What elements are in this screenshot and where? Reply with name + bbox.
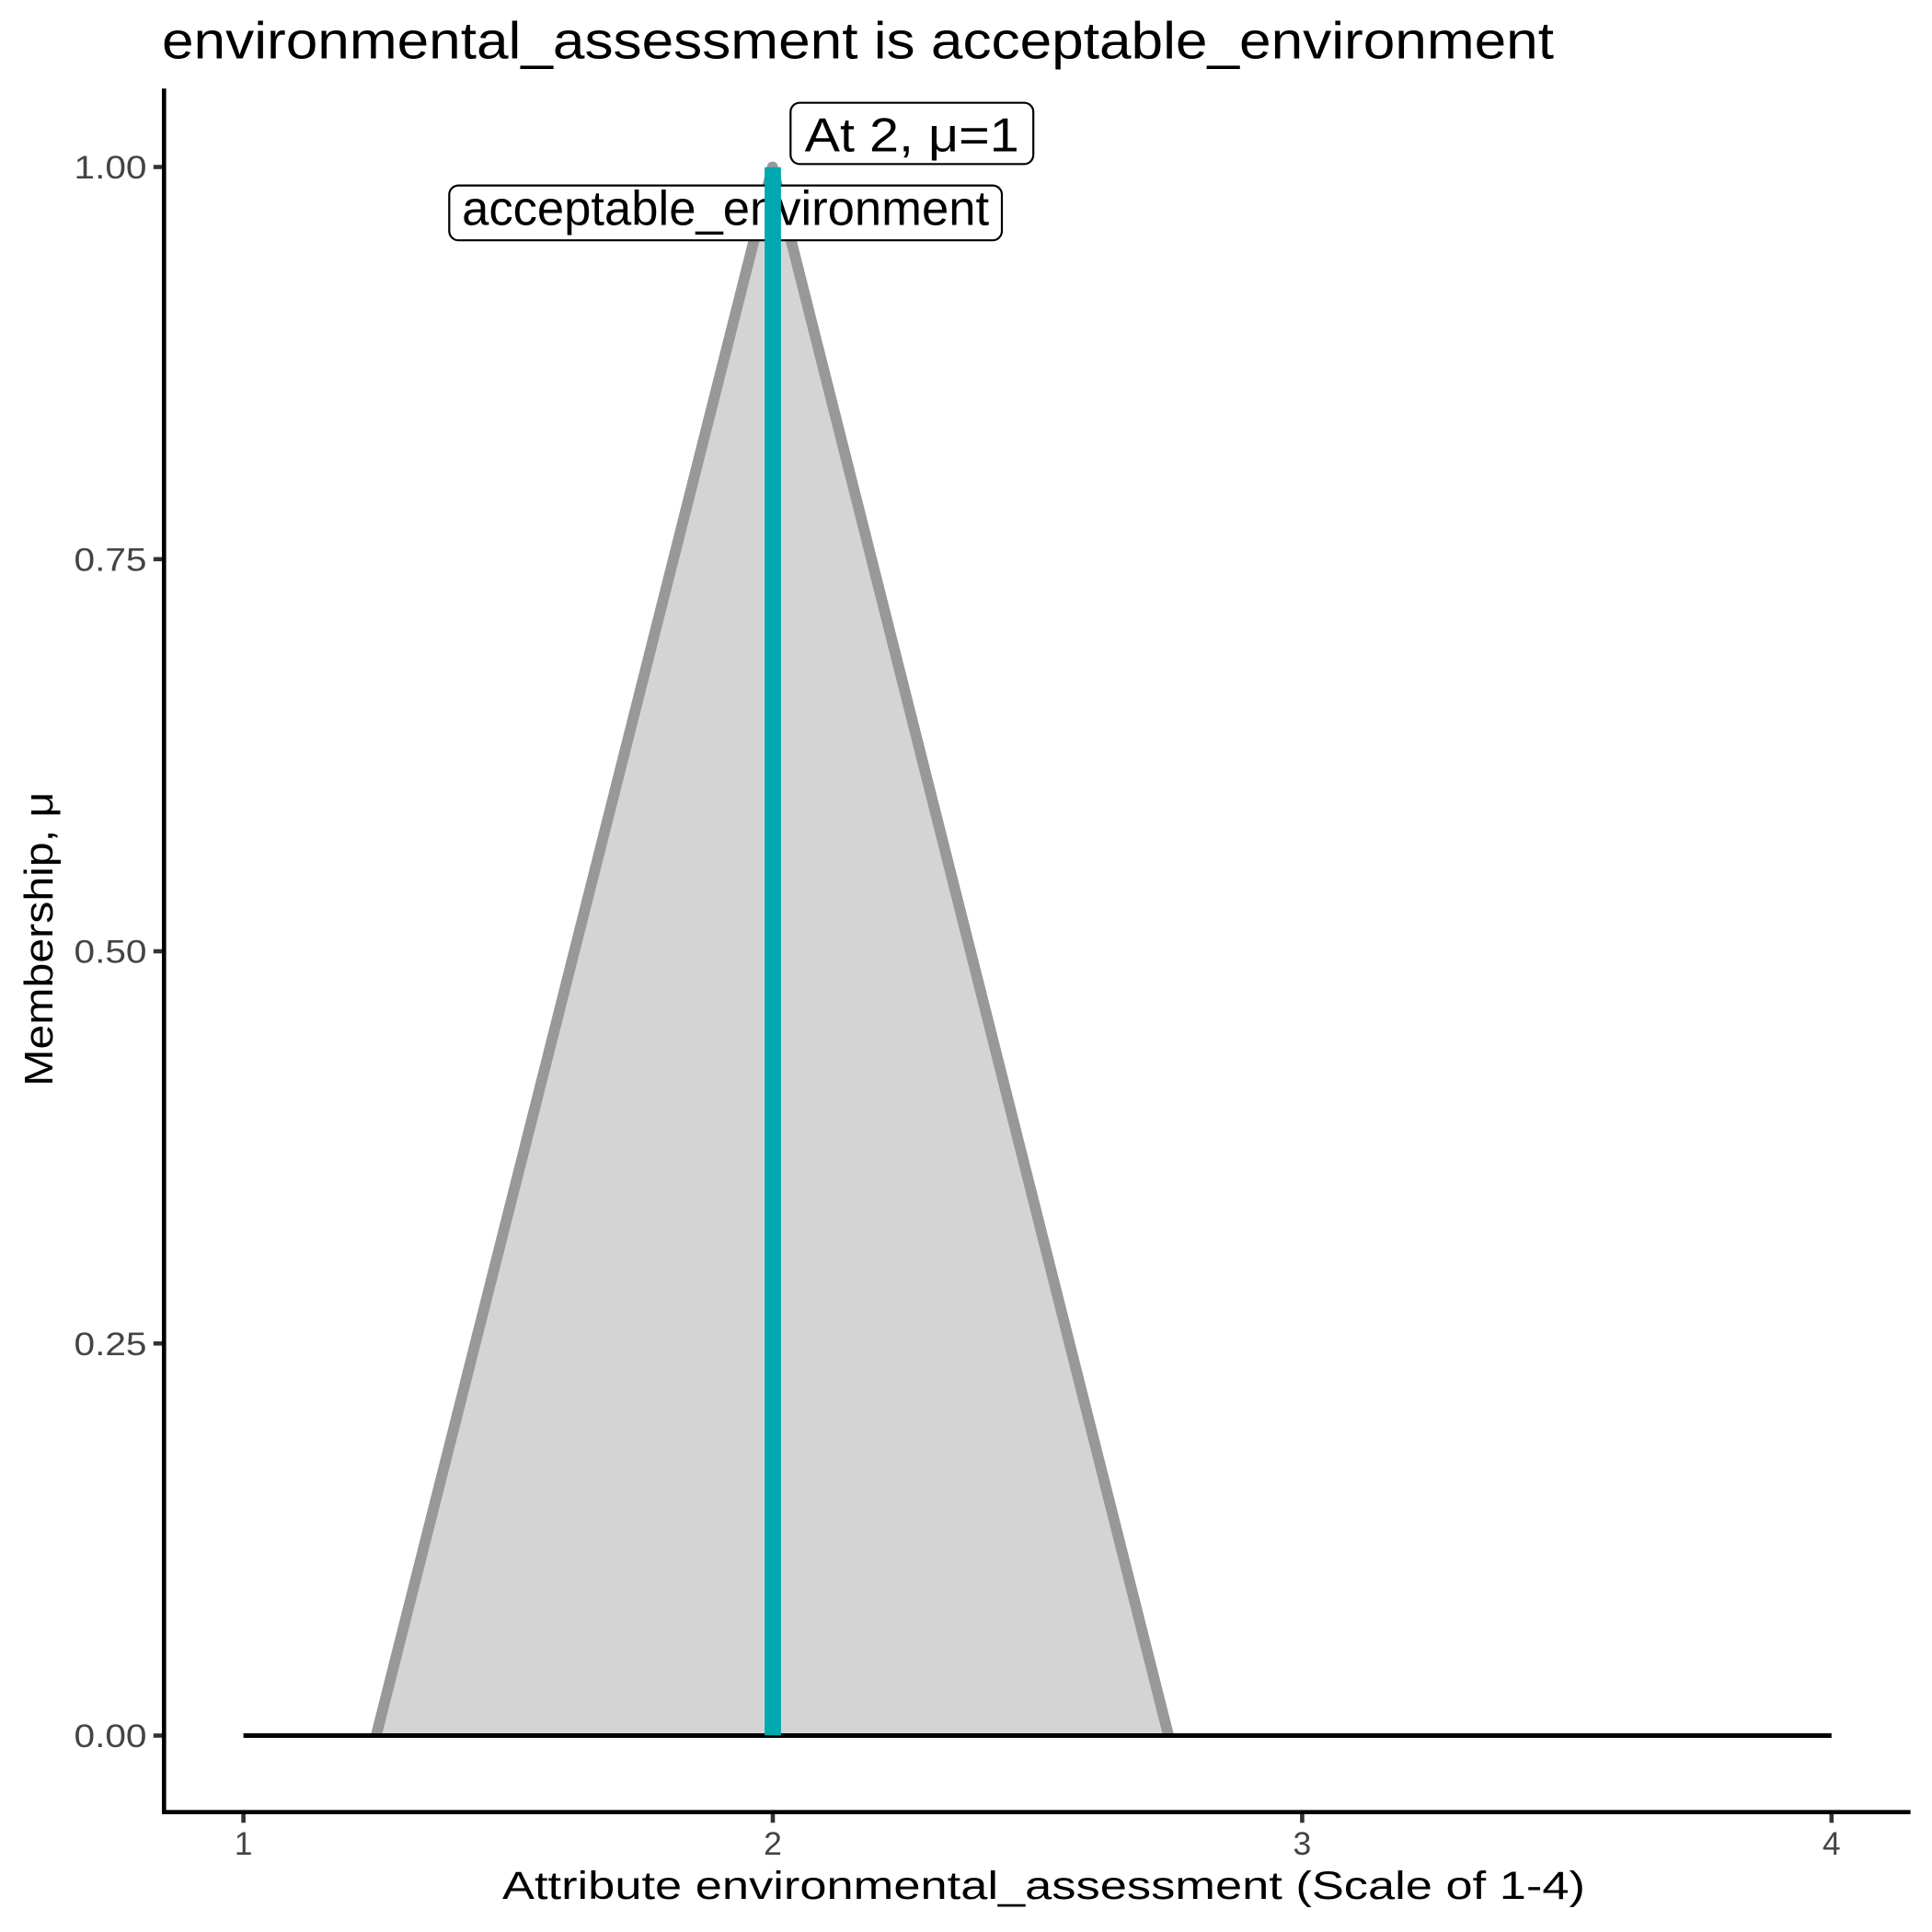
svg-text:0.50: 0.50	[75, 934, 147, 971]
svg-text:0.00: 0.00	[75, 1718, 147, 1754]
svg-text:Membership, μ: Membership, μ	[17, 792, 62, 1087]
svg-text:2: 2	[764, 1825, 782, 1862]
svg-text:1: 1	[235, 1825, 253, 1862]
svg-text:4: 4	[1823, 1825, 1841, 1862]
svg-text:3: 3	[1294, 1825, 1312, 1862]
svg-text:1.00: 1.00	[75, 149, 147, 186]
svg-text:At 2, μ=1: At 2, μ=1	[805, 109, 1019, 163]
svg-text:0.75: 0.75	[75, 541, 147, 578]
svg-text:acceptable_environment: acceptable_environment	[462, 182, 989, 236]
svg-text:environmental_assessment is ac: environmental_assessment is acceptable_e…	[162, 12, 1554, 71]
svg-text:0.25: 0.25	[75, 1326, 147, 1363]
svg-text:Attribute environmental_assess: Attribute environmental_assessment (Scal…	[502, 1864, 1585, 1908]
